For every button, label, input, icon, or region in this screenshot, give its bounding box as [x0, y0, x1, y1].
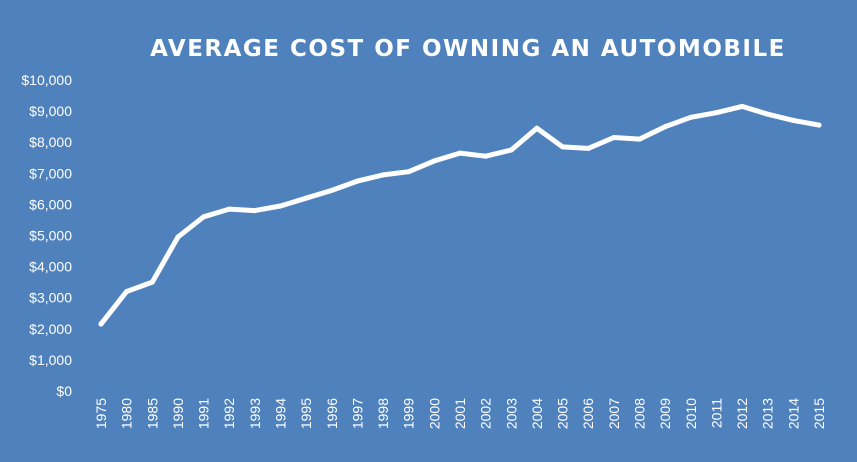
x-tick-label: 1991 [196, 398, 212, 429]
x-tick-label: 2013 [760, 398, 776, 429]
x-tick-label: 2010 [683, 398, 699, 429]
data-point [124, 288, 130, 294]
data-point [765, 111, 771, 117]
drop-lines [100, 106, 820, 391]
data-point [662, 124, 668, 130]
series-layer [98, 103, 822, 327]
data-point [175, 234, 181, 240]
x-tick-label: 2006 [580, 398, 596, 429]
data-point [483, 153, 489, 159]
y-tick-label: $4,000 [29, 259, 72, 275]
x-tick-label: 2009 [657, 398, 673, 429]
x-tick-label: 2008 [632, 398, 648, 429]
x-tick-label: 1993 [247, 398, 263, 429]
y-tick-label: $6,000 [29, 196, 72, 212]
data-point [688, 114, 694, 120]
data-point [303, 195, 309, 201]
x-tick-label: 2004 [529, 398, 545, 429]
x-tick-label: 2012 [734, 398, 750, 429]
x-tick-label: 1995 [298, 398, 314, 429]
x-tick-label: 1985 [144, 398, 160, 429]
data-point [406, 169, 412, 175]
data-point [201, 214, 207, 220]
data-point [380, 172, 386, 178]
y-tick-label: $0 [56, 383, 72, 399]
x-tick-label: 1980 [119, 398, 135, 429]
data-point [431, 158, 437, 164]
data-point [790, 117, 796, 123]
data-point [149, 279, 155, 285]
data-point [560, 144, 566, 150]
x-tick-label: 1990 [170, 398, 186, 429]
x-tick-label: 2001 [452, 398, 468, 429]
y-tick-label: $2,000 [29, 321, 72, 337]
data-point [278, 203, 283, 209]
data-point [508, 147, 514, 153]
x-axis-ticks: 1975 1980 1985 1990 1991 1992 1993 1994 1995 1996… [93, 398, 827, 429]
x-tick-label: 1999 [401, 398, 417, 429]
x-tick-label: 2014 [785, 398, 801, 429]
x-tick-label: 1975 [93, 398, 109, 429]
chart-title: AVERAGE COST OF OWNING AN AUTOMOBILE [150, 36, 786, 62]
y-tick-label: $7,000 [29, 165, 72, 181]
data-point [252, 208, 258, 214]
data-point [534, 125, 540, 131]
data-point [354, 178, 360, 184]
x-tick-label: 2007 [606, 398, 622, 429]
x-tick-label: 1994 [273, 398, 289, 429]
x-tick-label: 2002 [478, 398, 494, 429]
data-point [611, 135, 617, 141]
x-tick-label: 2005 [555, 398, 571, 429]
y-tick-label: $9,000 [29, 103, 72, 119]
y-tick-label: $3,000 [29, 290, 72, 306]
data-point [637, 136, 642, 142]
data-point [713, 110, 719, 116]
x-tick-label: 2003 [503, 398, 519, 429]
data-point [816, 122, 822, 128]
y-tick-label: $10,000 [21, 72, 72, 88]
data-point [457, 150, 463, 156]
data-point [98, 321, 104, 327]
data-point [739, 103, 745, 109]
data-point [226, 206, 232, 212]
x-tick-label: 1992 [221, 398, 237, 429]
data-point [329, 187, 335, 193]
y-tick-label: $8,000 [29, 134, 72, 150]
x-tick-label: 1997 [349, 398, 365, 429]
data-point [585, 145, 591, 151]
y-axis-ticks: $0 $1,000 $2,000 $3,000 $4,000 $5,000 $6,000 $7… [21, 72, 72, 399]
x-tick-label: 2000 [426, 398, 442, 429]
y-tick-label: $5,000 [29, 228, 72, 244]
x-tick-label: 1998 [375, 398, 391, 429]
x-tick-label: 1996 [324, 398, 340, 429]
y-tick-label: $1,000 [29, 352, 72, 368]
x-tick-label: 2011 [708, 398, 724, 428]
x-tick-label: 2015 [811, 398, 827, 429]
